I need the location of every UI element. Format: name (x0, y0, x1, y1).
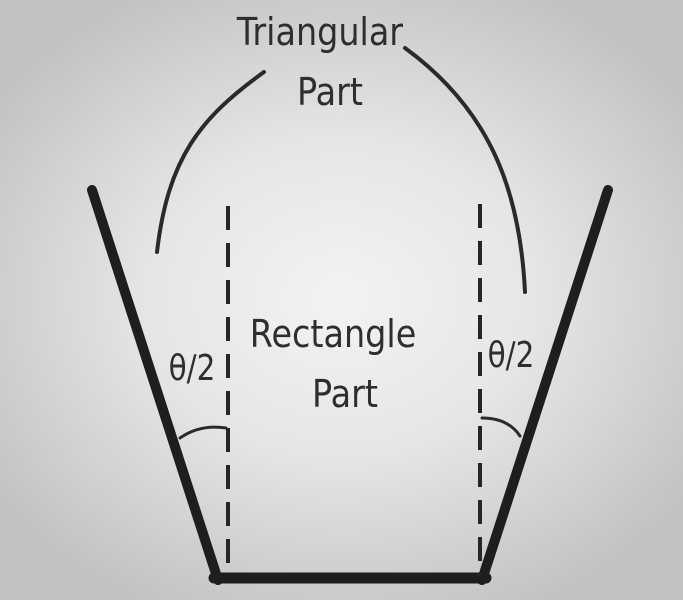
dividers (226, 204, 482, 576)
right-wall (477, 185, 613, 585)
left-wall (87, 185, 223, 585)
right-angle-label: θ/2 (488, 333, 535, 376)
angle-arcs (178, 416, 522, 440)
left-angle-arc (178, 425, 228, 440)
triangular-brace (155, 46, 527, 294)
right-brace-curve (403, 46, 527, 294)
left-brace-curve (155, 70, 266, 254)
triangular-label-line1: Triangular (236, 11, 403, 55)
left-angle-label: θ/2 (169, 346, 216, 389)
rectangle-label-line1: Rectangle (250, 313, 417, 357)
right-angle-arc (480, 416, 522, 438)
triangular-label-line2: Part (297, 71, 363, 115)
rectangle-label-line2: Part (312, 373, 378, 417)
channel-outline (87, 185, 613, 585)
